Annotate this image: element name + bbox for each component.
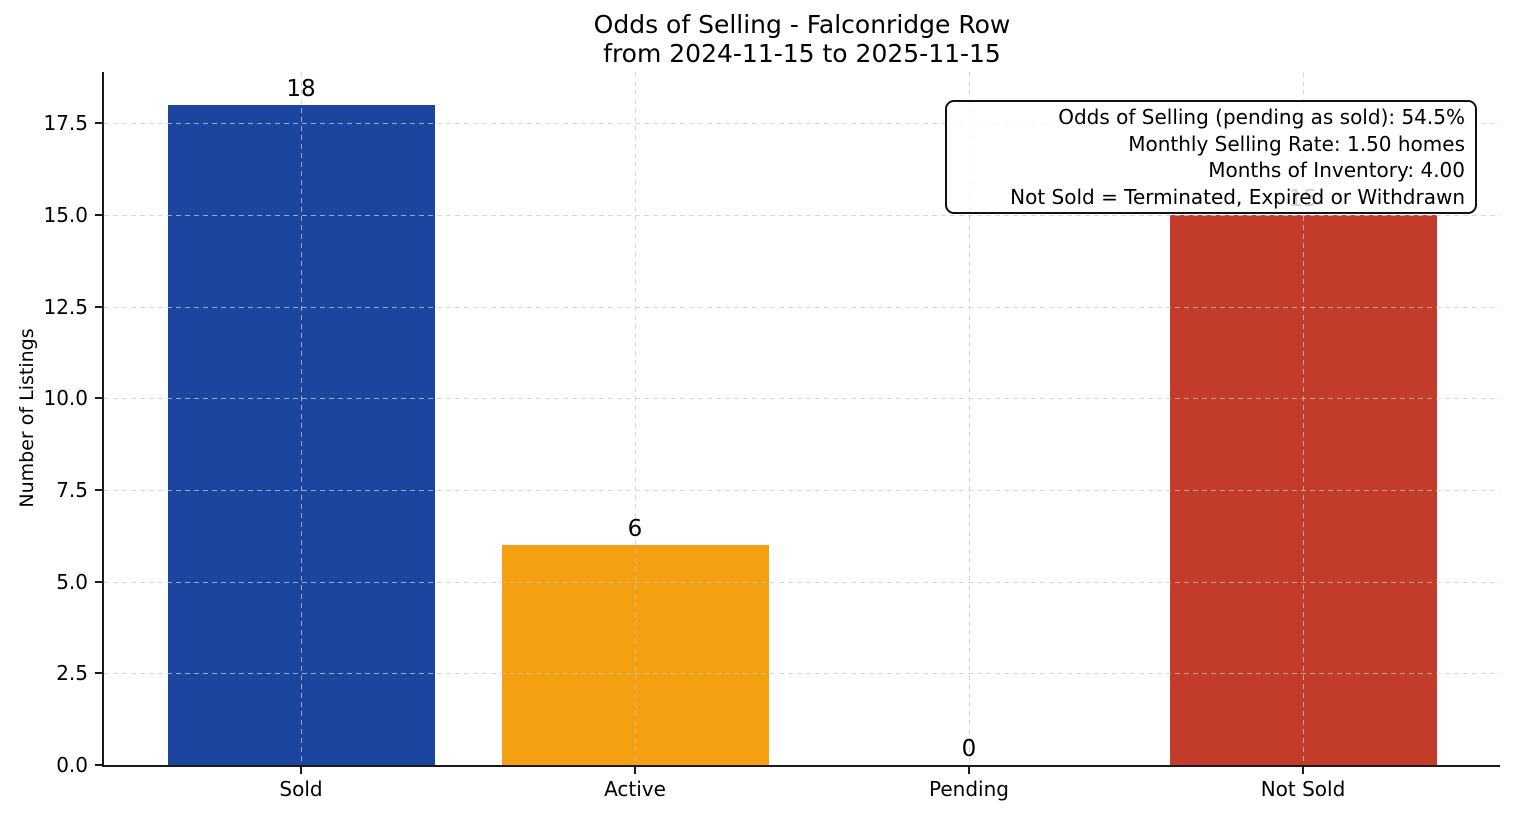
annotation-line-inventory: Months of Inventory: 4.00	[1208, 158, 1465, 182]
bar-value-label-active: 6	[627, 516, 643, 542]
x-tick-mark	[300, 765, 302, 774]
bar-value-label-sold: 18	[286, 76, 316, 102]
y-tick-mark	[95, 306, 104, 308]
y-tick-mark	[95, 214, 104, 216]
chart-title: Odds of Selling - Falconridge Row	[593, 10, 1011, 39]
annotation-line-rate: Monthly Selling Rate: 1.50 homes	[1128, 131, 1465, 156]
y-tick-label: 2.5	[56, 661, 88, 685]
y-tick-label: 5.0	[56, 570, 88, 594]
annotation-line-odds: Odds of Selling (pending as sold): 54.5%	[1058, 105, 1465, 129]
y-tick-label: 7.5	[56, 478, 88, 502]
bar-value-label-pending: 0	[961, 736, 977, 762]
bar-active	[501, 545, 769, 765]
x-tick-label-not-sold: Not Sold	[1260, 777, 1346, 801]
y-tick-label: 15.0	[43, 203, 88, 227]
x-tick-mark	[968, 765, 970, 774]
x-tick-mark	[634, 765, 636, 774]
y-tick-mark	[95, 581, 104, 583]
y-axis-spine	[102, 72, 104, 767]
y-tick-mark	[95, 672, 104, 674]
y-tick-mark	[95, 489, 104, 491]
x-tick-label-sold: Sold	[279, 777, 323, 801]
y-tick-label: 17.5	[43, 111, 88, 135]
bar-sold	[167, 105, 435, 765]
stats-annotation-box: Odds of Selling (pending as sold): 54.5%…	[945, 100, 1477, 214]
annotation-line-notsold-note: Not Sold = Terminated, Expired or Withdr…	[1010, 184, 1465, 209]
y-tick-label: 10.0	[43, 386, 88, 410]
x-tick-mark	[1302, 765, 1304, 774]
x-tick-label-active: Active	[604, 777, 666, 801]
chart-subtitle: from 2024-11-15 to 2025-11-15	[603, 39, 1001, 68]
y-tick-label: 12.5	[43, 295, 88, 319]
y-tick-mark	[95, 397, 104, 399]
y-tick-mark	[95, 122, 104, 124]
chart-title-block: Odds of Selling - Falconridge Row from 2…	[104, 10, 1500, 68]
y-tick-label: 0.0	[56, 753, 88, 777]
x-axis-spine	[102, 765, 1500, 767]
y-tick-mark	[95, 764, 104, 766]
bar-not-sold	[1169, 215, 1437, 765]
x-tick-label-pending: Pending	[929, 777, 1009, 801]
